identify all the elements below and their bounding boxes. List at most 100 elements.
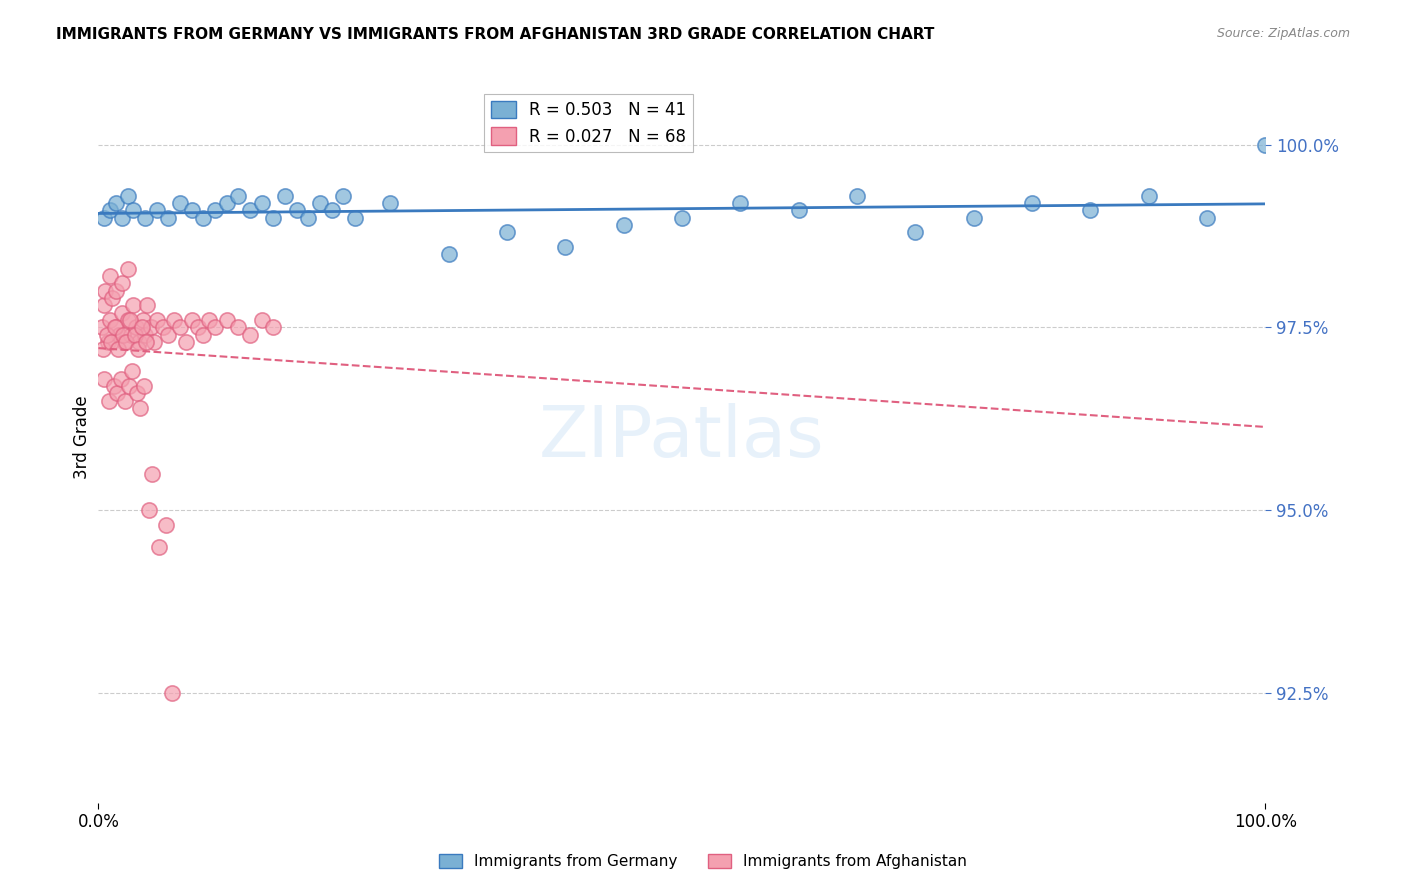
Point [117, 188, 139, 202]
Point [121, 364, 143, 378]
Point [112, 334, 135, 349]
Point [114, 393, 136, 408]
Point [152, 320, 174, 334]
Point [107, 343, 129, 357]
Point [118, 379, 141, 393]
Point [180, 203, 202, 218]
Point [90, 320, 112, 334]
Point [496, 225, 519, 239]
Point [146, 313, 169, 327]
Point [174, 334, 197, 349]
Point [215, 313, 238, 327]
Text: IMMIGRANTS FROM GERMANY VS IMMIGRANTS FROM AFGHANISTAN 3RD GRADE CORRELATION CHA: IMMIGRANTS FROM GERMANY VS IMMIGRANTS FR… [56, 27, 935, 42]
Point [193, 327, 215, 342]
Point [141, 467, 163, 481]
Point [118, 313, 141, 327]
Point [125, 320, 148, 334]
Point [129, 401, 152, 415]
Point [321, 203, 343, 218]
Point [332, 188, 354, 202]
Point [344, 211, 367, 225]
Point [96, 327, 118, 342]
Point [204, 320, 226, 334]
Point [787, 203, 810, 218]
Point [101, 291, 124, 305]
Point [94, 284, 117, 298]
Point [1254, 137, 1277, 152]
Point [117, 261, 139, 276]
Point [285, 203, 308, 218]
Point [105, 386, 128, 401]
Point [136, 298, 159, 312]
Point [163, 313, 186, 327]
Point [215, 196, 238, 211]
Point [239, 203, 262, 218]
Point [127, 343, 149, 357]
Point [135, 334, 157, 349]
Point [108, 327, 131, 342]
Point [160, 686, 183, 700]
Point [115, 334, 138, 349]
Point [111, 277, 134, 291]
Point [250, 313, 273, 327]
Point [157, 211, 180, 225]
Point [204, 203, 226, 218]
Point [139, 320, 162, 334]
Point [132, 313, 155, 327]
Point [180, 313, 202, 327]
Point [297, 211, 319, 225]
Point [262, 320, 284, 334]
Point [228, 188, 250, 202]
Point [239, 327, 262, 342]
Point [380, 196, 402, 211]
Point [117, 313, 139, 327]
Point [157, 327, 180, 342]
Point [138, 503, 160, 517]
Point [98, 269, 121, 284]
Point [124, 327, 146, 342]
Point [98, 313, 121, 327]
Point [97, 334, 120, 349]
Point [122, 203, 145, 218]
Point [228, 320, 250, 334]
Point [103, 379, 125, 393]
Point [98, 203, 121, 218]
Point [104, 284, 127, 298]
Point [104, 320, 127, 334]
Point [111, 211, 134, 225]
Point [97, 393, 120, 408]
Point [198, 313, 221, 327]
Point [1021, 196, 1043, 211]
Point [131, 320, 153, 334]
Point [193, 211, 215, 225]
Point [250, 196, 273, 211]
Point [91, 343, 114, 357]
Text: ZIPatlas: ZIPatlas [538, 402, 825, 472]
Point [962, 211, 984, 225]
Point [148, 540, 170, 554]
Point [437, 247, 460, 261]
Point [187, 320, 209, 334]
Point [93, 371, 115, 385]
Point [132, 379, 155, 393]
Point [93, 298, 115, 312]
Point [554, 240, 576, 254]
Text: Source: ZipAtlas.com: Source: ZipAtlas.com [1216, 27, 1350, 40]
Point [846, 188, 869, 202]
Point [671, 211, 693, 225]
Point [125, 386, 148, 401]
Point [274, 188, 297, 202]
Point [100, 334, 122, 349]
Point [262, 211, 284, 225]
Point [904, 225, 927, 239]
Point [143, 334, 166, 349]
Point [1197, 211, 1219, 225]
Point [169, 196, 191, 211]
Point [155, 517, 177, 532]
Point [104, 196, 127, 211]
Point [104, 320, 127, 334]
Point [111, 306, 134, 320]
Point [730, 196, 752, 211]
Point [128, 334, 150, 349]
Legend: R = 0.503   N = 41, R = 0.027   N = 68: R = 0.503 N = 41, R = 0.027 N = 68 [484, 95, 693, 153]
